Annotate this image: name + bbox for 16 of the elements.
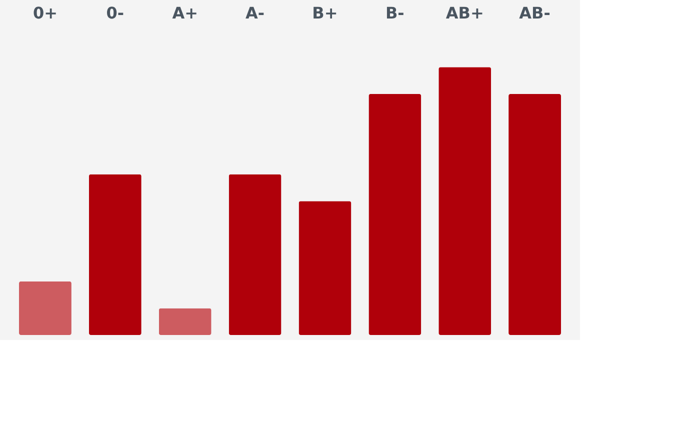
- bar: [298, 201, 352, 335]
- bar: [438, 67, 492, 335]
- x-tick-label: B+: [312, 4, 338, 22]
- bar: [18, 281, 72, 335]
- bar: [158, 308, 212, 335]
- x-tick-label: 0+: [32, 4, 58, 22]
- bar: [368, 94, 422, 335]
- bar: [508, 94, 562, 335]
- bar: [88, 174, 142, 335]
- x-tick-label: A+: [172, 4, 198, 22]
- x-tick-label: AB-: [519, 4, 550, 22]
- x-tick-label: B-: [385, 4, 404, 22]
- x-tick-label: 0-: [106, 4, 124, 22]
- x-tick-label: A-: [246, 4, 265, 22]
- bar: [228, 174, 282, 335]
- x-tick-label: AB+: [446, 4, 484, 22]
